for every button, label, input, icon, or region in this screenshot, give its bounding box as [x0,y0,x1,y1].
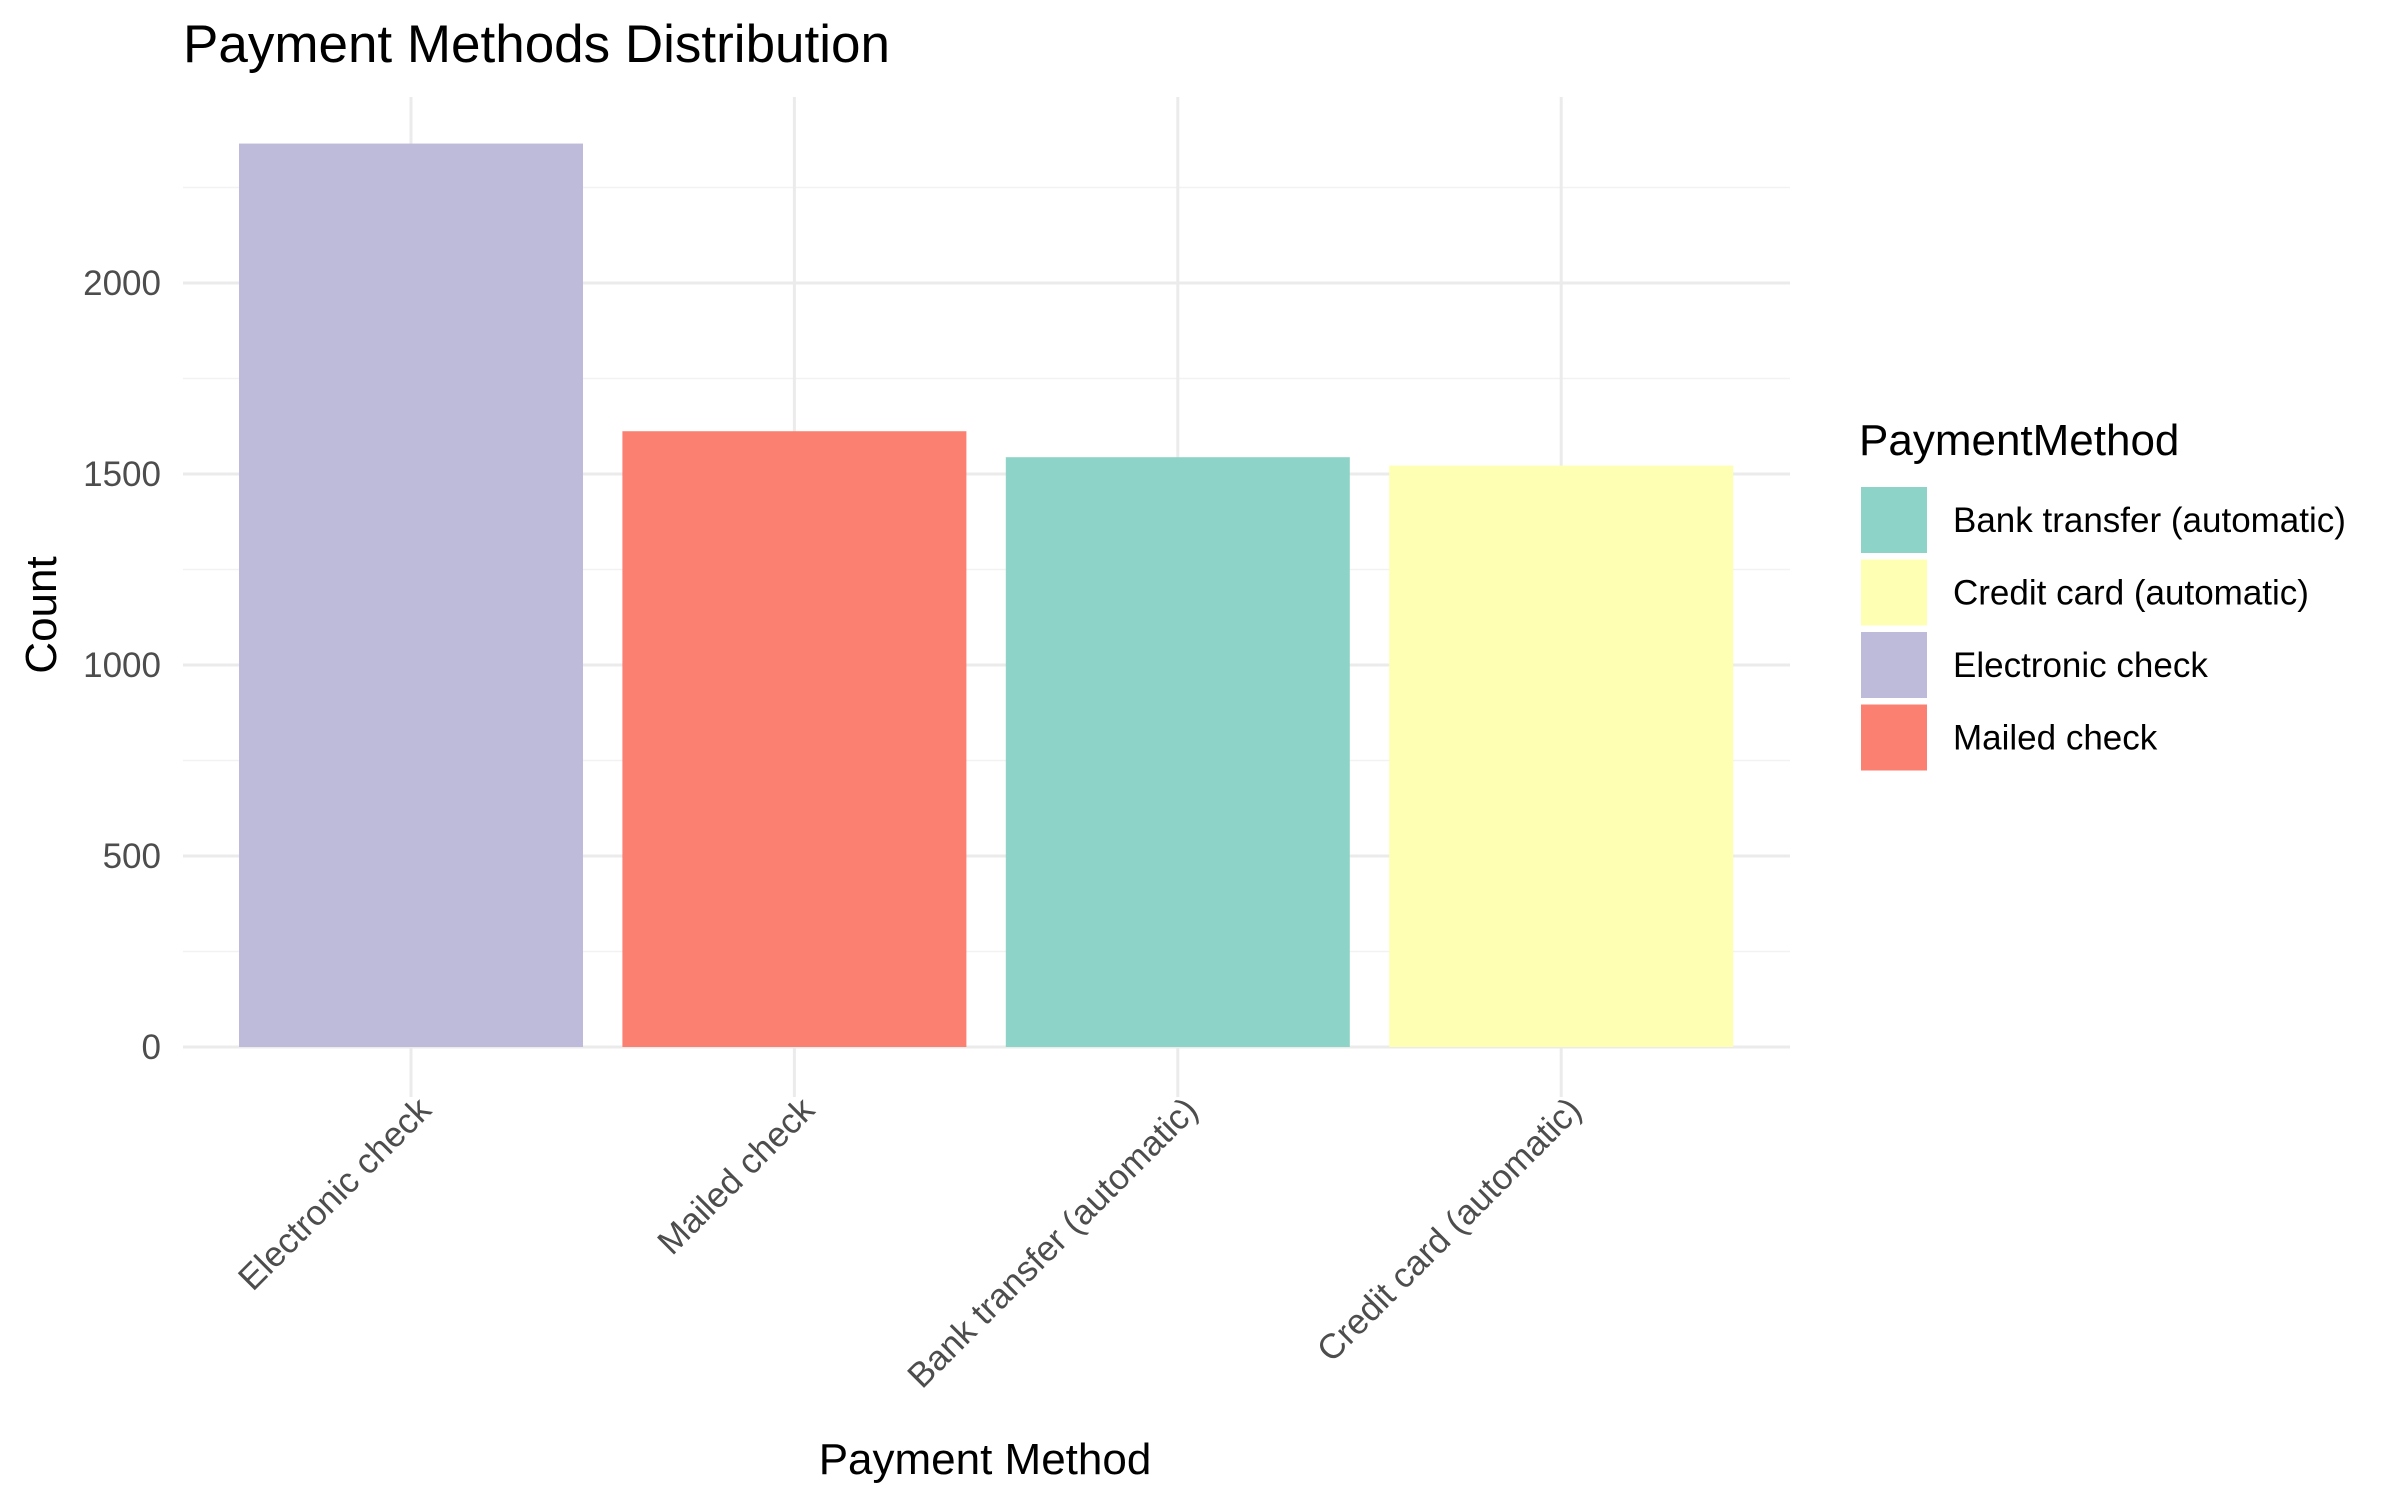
bar-bank-transfer-automatic [1005,457,1350,1047]
legend-key [1861,487,1927,553]
y-tick-label: 0 [142,1028,161,1067]
x-axis-title: Payment Method [819,1435,1152,1484]
bar-credit-card-automatic [1389,465,1734,1047]
chart-title: Payment Methods Distribution [183,15,890,74]
x-tick-label: Bank transfer (automatic) [900,1090,1205,1395]
legend-label: Mailed check [1953,719,2158,758]
legend-key [1861,632,1927,698]
x-tick-label: Credit card (automatic) [1310,1090,1589,1369]
legend-label: Credit card (automatic) [1953,574,2309,613]
legend: PaymentMethod Bank transfer (automatic) C… [1859,416,2346,771]
legend-label: Electronic check [1953,646,2208,685]
bars [239,143,1734,1047]
x-tick-label: Mailed check [650,1090,822,1262]
legend-key [1861,559,1927,626]
y-axis-tick-labels: 0 500 1000 1500 2000 [83,264,161,1067]
bar-mailed-check [622,431,967,1047]
bar-electronic-check [239,143,583,1047]
y-axis-title: Count [17,556,66,673]
legend-key [1861,704,1927,771]
y-tick-label: 1500 [83,455,161,494]
y-tick-label: 2000 [83,264,161,303]
y-tick-label: 1000 [83,646,161,685]
y-tick-label: 500 [103,837,161,876]
x-tick-label: Electronic check [231,1090,439,1298]
x-axis-tick-labels: Electronic check Mailed check Bank transfe… [231,1090,1589,1396]
legend-title: PaymentMethod [1859,416,2179,465]
legend-label: Bank transfer (automatic) [1953,501,2346,540]
